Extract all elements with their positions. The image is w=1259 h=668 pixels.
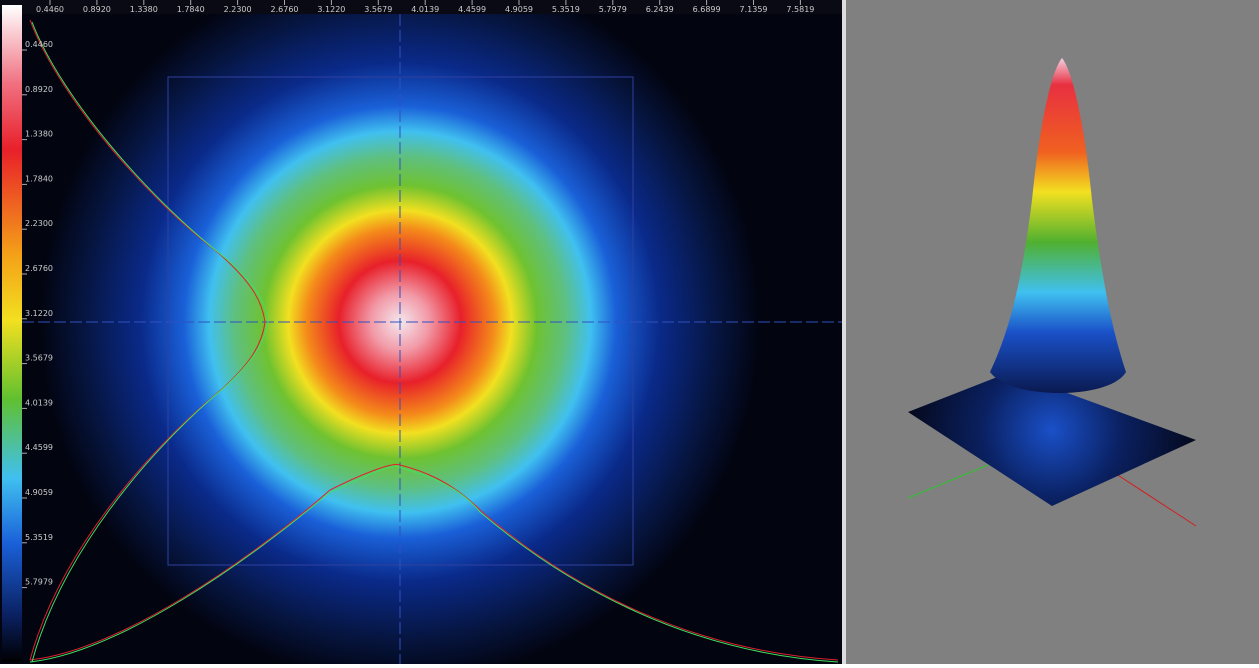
left-ruler-label: 3.5679	[25, 354, 53, 363]
profile-y	[31, 21, 269, 663]
axis-3d-red	[1109, 469, 1197, 527]
left-ruler-label: 4.4599	[25, 443, 53, 452]
top-ruler-label: 4.9059	[505, 5, 533, 14]
top-ruler-label: 1.7840	[177, 5, 205, 14]
top-ruler-label: 7.1359	[740, 5, 768, 14]
left-ruler-label: 2.2300	[25, 219, 53, 228]
top-ruler-label: 6.2439	[646, 5, 674, 14]
profile-x	[29, 466, 839, 663]
left-ruler-label: 0.4460	[25, 40, 53, 49]
top-ruler-label: 1.3380	[130, 5, 158, 14]
axis-3d-green	[907, 459, 1001, 499]
top-ruler-label: 2.6760	[271, 5, 299, 14]
profile-y-fit	[29, 19, 266, 661]
left-ruler-label: 4.9059	[25, 488, 53, 497]
divider	[842, 0, 846, 664]
top-ruler-label: 5.3519	[552, 5, 580, 14]
top-ruler-label: 7.5819	[786, 5, 814, 14]
top-ruler-label: 0.8920	[83, 5, 111, 14]
top-ruler-label: 4.0139	[411, 5, 439, 14]
color-bar	[2, 5, 22, 662]
surface-base	[908, 372, 1196, 506]
left-ruler-label: 5.7979	[25, 578, 53, 587]
left-ruler-label: 1.3380	[25, 130, 53, 139]
left-ruler-label: 0.8920	[25, 85, 53, 94]
top-ruler	[0, 0, 842, 14]
top-ruler-label: 6.6899	[693, 5, 721, 14]
profile-x-fit	[29, 463, 839, 661]
left-ruler-label: 5.3519	[25, 533, 53, 542]
top-ruler-label: 4.4599	[458, 5, 486, 14]
top-ruler-label: 2.2300	[224, 5, 252, 14]
top-ruler-label: 5.7979	[599, 5, 627, 14]
left-ruler-label: 2.6760	[25, 264, 53, 273]
beam-image	[0, 0, 842, 664]
surface-peak	[990, 58, 1126, 393]
left-ruler-label: 3.1220	[25, 309, 53, 318]
left-ruler-label: 4.0139	[25, 398, 53, 407]
top-ruler-label: 3.5679	[364, 5, 392, 14]
top-ruler-label: 3.1220	[317, 5, 345, 14]
top-ruler-label: 0.4460	[36, 5, 64, 14]
left-ruler-label: 1.7840	[25, 174, 53, 183]
